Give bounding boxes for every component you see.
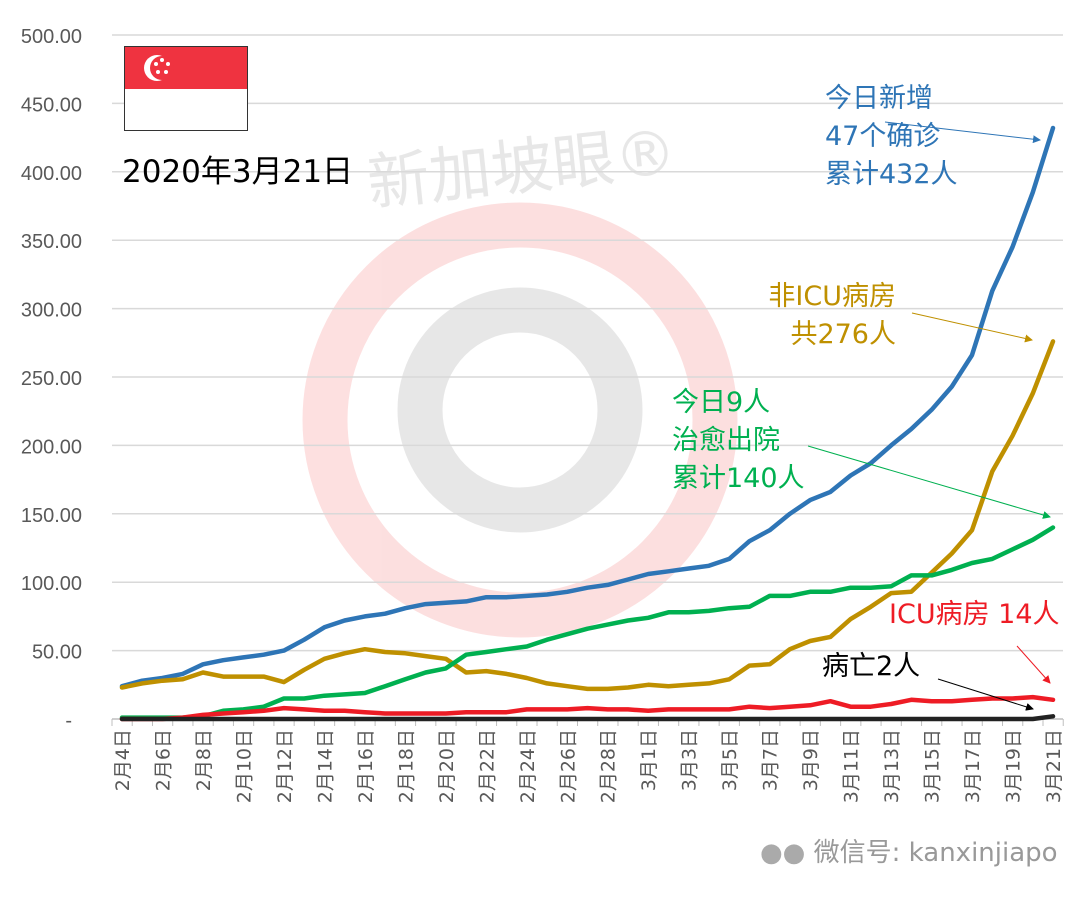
- y-tick-label: 400.00: [21, 163, 82, 185]
- arrow-discharged: [807, 445, 1051, 519]
- arrow-non-icu: [911, 312, 1033, 343]
- x-tick-label: 2月10日: [233, 729, 255, 803]
- annotation-discharged: 今日9人 治愈出院 累计140人: [672, 384, 805, 498]
- y-tick-label: 100.00: [21, 573, 82, 595]
- annotation-line: 治愈出院: [672, 425, 780, 456]
- x-tick-label: 2月12日: [274, 729, 296, 803]
- y-tick-label: 350.00: [21, 231, 82, 253]
- y-tick-label: 500.00: [21, 26, 82, 48]
- annotation-line: ICU病房 14人: [889, 599, 1060, 630]
- annotation-line: 非ICU病房: [768, 281, 896, 312]
- x-tick-label: 2月26日: [557, 729, 579, 803]
- y-tick-label: 450.00: [21, 94, 82, 116]
- wechat-icon: ●●: [760, 838, 814, 868]
- series-line-non_icu: [119, 339, 1056, 692]
- watermark-logo: 新加坡眼®: [302, 115, 738, 638]
- series-line-discharged: [119, 525, 1056, 720]
- annotation-non-icu: 非ICU病房 共276人: [768, 278, 896, 354]
- x-tick-label: 2月18日: [395, 729, 417, 803]
- x-tick-label: 3月1日: [638, 729, 660, 791]
- x-tick-label: 3月3日: [679, 729, 701, 791]
- annotation-line: 今日新增: [825, 83, 933, 114]
- x-tick-label: 3月7日: [760, 729, 782, 791]
- x-tick-label: 3月19日: [1003, 729, 1025, 803]
- annotation-line: 47个确诊: [825, 121, 941, 152]
- y-tick-label: 50.00: [32, 642, 82, 664]
- x-tick-label: 2月4日: [112, 729, 134, 791]
- crescent-stars-icon: [144, 55, 174, 81]
- x-tick-label: 3月13日: [881, 729, 903, 803]
- wechat-credit: ●● 微信号: kanxinjiapo: [760, 832, 1058, 869]
- x-tick-label: 2月16日: [355, 729, 377, 803]
- chart-title: 2020年3月21日: [122, 154, 354, 190]
- series-line-confirmed: [119, 125, 1056, 689]
- annotation-line: 共276人: [790, 319, 896, 350]
- x-tick-label: 3月17日: [962, 729, 984, 803]
- x-tick-label: 3月15日: [922, 729, 944, 803]
- annotation-confirmed: 今日新增 47个确诊 累计432人: [825, 80, 958, 194]
- series-line-icu: [119, 694, 1056, 722]
- x-tick-label: 3月11日: [841, 729, 863, 803]
- annotation-arrows: [807, 121, 1051, 711]
- annotation-line: 累计140人: [672, 463, 805, 494]
- singapore-flag: [124, 46, 248, 131]
- x-tick-label: 2月28日: [598, 729, 620, 803]
- x-tick-label: 3月5日: [719, 729, 741, 791]
- annotation-line: 病亡2人: [822, 651, 921, 682]
- credit-text: 微信号: kanxinjiapo: [813, 838, 1058, 868]
- arrow-confirmed: [884, 121, 1041, 144]
- y-tick-label: 300.00: [21, 300, 82, 322]
- annotation-deaths: 病亡2人: [822, 648, 920, 686]
- x-tick-label: 2月20日: [436, 729, 458, 803]
- series-line-deaths: [119, 714, 1056, 722]
- x-tick-label: 3月21日: [1043, 729, 1065, 803]
- x-tick-label: 2月14日: [314, 729, 336, 803]
- arrow-deaths: [937, 678, 1034, 711]
- y-tick-label: 250.00: [21, 368, 82, 390]
- y-tick-label: -: [65, 710, 72, 732]
- x-tick-label: 2月24日: [517, 729, 539, 803]
- annotation-line: 今日9人: [672, 387, 771, 418]
- x-tick-label: 3月9日: [800, 729, 822, 791]
- x-tick-label: 2月8日: [193, 729, 215, 791]
- annotation-icu: ICU病房 14人: [889, 596, 1060, 634]
- x-tick-label: 2月22日: [476, 729, 498, 803]
- y-tick-label: 150.00: [21, 505, 82, 527]
- arrow-icu: [1016, 645, 1051, 684]
- x-tick-label: 2月6日: [152, 729, 174, 791]
- annotation-line: 累计432人: [825, 159, 958, 190]
- y-tick-label: 200.00: [21, 436, 82, 458]
